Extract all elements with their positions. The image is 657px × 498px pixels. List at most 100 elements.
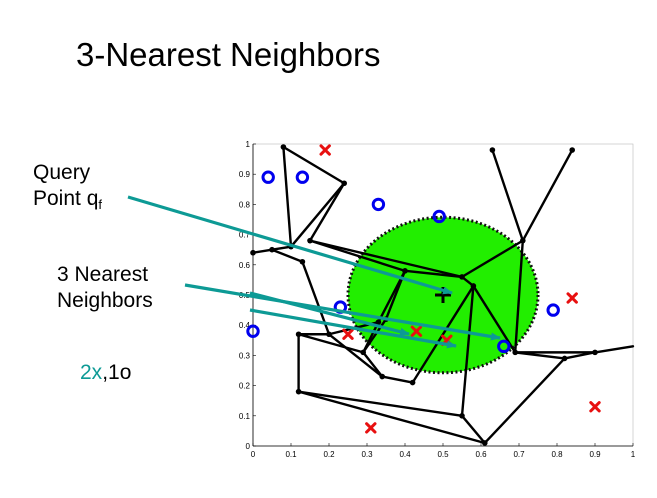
voronoi-vertex xyxy=(561,355,568,362)
voronoi-vertex xyxy=(459,413,465,419)
y-tick-label: 0.7 xyxy=(239,231,251,240)
voronoi-vertex xyxy=(482,440,488,446)
y-tick-label: 0.3 xyxy=(239,351,251,360)
o-class-point xyxy=(246,324,260,338)
voronoi-edge xyxy=(282,145,293,248)
voronoi-vertex xyxy=(512,349,518,356)
voronoi-vertex xyxy=(379,373,386,380)
voronoi-vertex xyxy=(569,147,575,153)
o-class-point xyxy=(261,170,275,184)
neighbors-label-line1: 3 Nearest xyxy=(57,263,149,286)
voronoi-vertex xyxy=(307,237,313,244)
neighbor-arrow xyxy=(249,291,410,336)
voronoi-edge xyxy=(460,239,524,279)
voronoi-edge xyxy=(308,239,407,273)
query-arrow xyxy=(127,195,453,295)
o-class-point xyxy=(371,197,386,212)
voronoi-edge xyxy=(472,284,517,354)
query-label-subscript: f xyxy=(98,197,103,212)
x-tick-label: 0.6 xyxy=(475,450,487,459)
voronoi-edge xyxy=(270,245,293,251)
x-class-point xyxy=(589,401,601,413)
neighbor-count-label: 2x,1o xyxy=(80,360,131,386)
voronoi-vertex xyxy=(409,379,416,386)
voronoi-vertex xyxy=(520,237,526,244)
nearest-neighbors-label: 3 Nearest Neighbors xyxy=(57,262,153,314)
x-class-point xyxy=(342,328,354,340)
voronoi-edge xyxy=(521,148,574,242)
voronoi-vertex xyxy=(295,331,302,338)
voronoi-edge xyxy=(593,345,635,354)
x-tick-label: 0.1 xyxy=(285,450,297,459)
y-tick-label: 0.8 xyxy=(239,200,251,209)
o-class-point xyxy=(432,209,446,224)
voronoi-vertex xyxy=(375,319,382,325)
voronoi-edge xyxy=(270,248,304,263)
x-tick-label: 0.2 xyxy=(323,450,335,459)
x-tick-label: 0.8 xyxy=(551,450,563,459)
voronoi-edge xyxy=(460,414,486,445)
voronoi-edge xyxy=(403,269,464,279)
voronoi-edge xyxy=(297,333,365,354)
voronoi-vertex xyxy=(250,249,256,256)
voronoi-vertex xyxy=(299,258,306,265)
voronoi-edge xyxy=(381,375,414,384)
voronoi-vertex xyxy=(402,268,408,274)
x-class-point xyxy=(410,325,423,337)
x-tick-label: 1 xyxy=(631,450,636,459)
voronoi-edge xyxy=(282,145,346,185)
count-separator: , xyxy=(102,361,109,384)
voronoi-vertex xyxy=(459,274,465,280)
voronoi-edge xyxy=(308,239,464,279)
y-tick-label: 0.4 xyxy=(239,321,251,330)
voronoi-edge xyxy=(251,248,274,254)
voronoi-vertex xyxy=(470,283,477,289)
voronoi-vertex xyxy=(592,349,598,356)
y-tick-label: 0 xyxy=(246,442,251,451)
voronoi-edge xyxy=(514,239,524,354)
neighbor-arrow xyxy=(184,283,501,341)
voronoi-vertex xyxy=(295,388,302,395)
neighbors-label-line2: Neighbors xyxy=(57,289,153,312)
query-label-text: Point q xyxy=(33,187,99,210)
voronoi-edge xyxy=(327,333,384,378)
voronoi-edge xyxy=(289,182,346,248)
y-tick-label: 0.6 xyxy=(239,261,251,270)
x-class-point xyxy=(365,422,377,434)
voronoi-edge xyxy=(297,390,464,417)
query-label-line1: Query xyxy=(33,161,91,184)
voronoi-edge xyxy=(483,357,566,445)
voronoi-edge xyxy=(460,284,475,417)
voronoi-vertex xyxy=(269,246,275,253)
slide-title: 3-Nearest Neighbors xyxy=(76,36,381,73)
voronoi-vertex xyxy=(489,147,496,153)
x-tick-label: 0.9 xyxy=(589,450,601,459)
neighbor-arrow xyxy=(249,308,457,349)
x-tick-label: 0.5 xyxy=(437,450,449,459)
x-tick-label: 0 xyxy=(251,450,256,459)
o-class-point xyxy=(295,170,310,184)
x-tick-label: 0.7 xyxy=(513,450,525,459)
x-class-point xyxy=(319,144,331,156)
voronoi-edge xyxy=(491,148,524,242)
voronoi-vertex xyxy=(341,180,348,187)
voronoi-edge xyxy=(297,390,486,445)
y-tick-label: 0.1 xyxy=(239,412,251,421)
x-tick-label: 0.3 xyxy=(361,450,373,459)
o-count: 1o xyxy=(108,361,132,384)
voronoi-vertex xyxy=(360,349,367,356)
y-tick-label: 0.2 xyxy=(239,382,251,391)
x-tick-label: 0.4 xyxy=(399,450,411,459)
query-point-label: Query Point qf xyxy=(33,160,102,218)
x-class-point xyxy=(566,292,578,304)
voronoi-vertex xyxy=(280,144,287,150)
voronoi-edge xyxy=(308,182,346,242)
voronoi-edge xyxy=(411,284,475,384)
o-class-point xyxy=(546,303,560,317)
y-tick-label: 1 xyxy=(246,140,251,149)
o-class-point xyxy=(497,339,511,354)
query-label-line2: Point qf xyxy=(33,186,102,218)
voronoi-edge xyxy=(362,317,388,354)
x-count: 2x xyxy=(80,361,103,384)
